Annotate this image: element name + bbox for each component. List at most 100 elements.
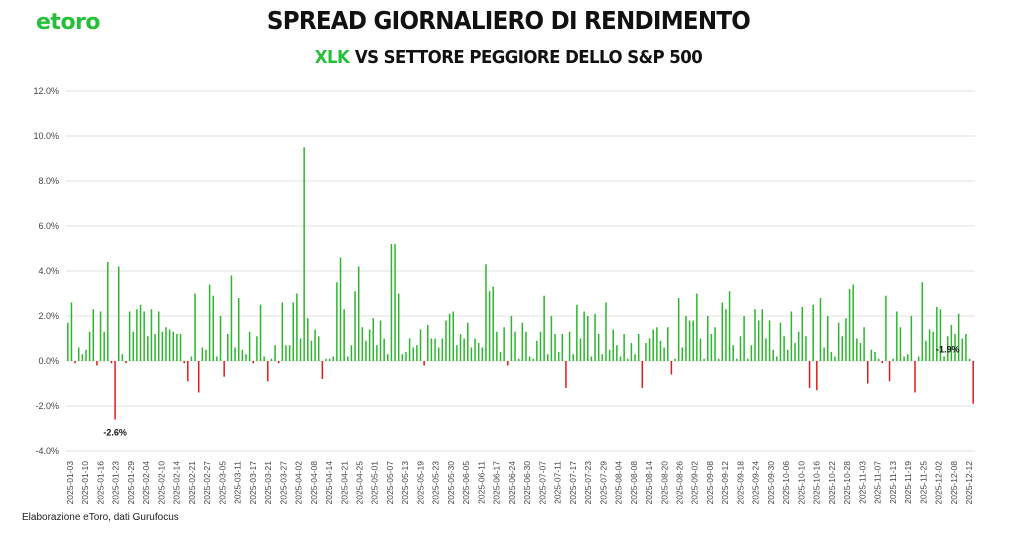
bar: [637, 334, 640, 361]
bar: [441, 338, 444, 361]
bar: [288, 345, 291, 361]
x-tick-label: 2025-11-19: [903, 461, 913, 504]
x-tick-label: 2025-02-21: [187, 461, 197, 505]
x-tick-label: 2025-09-18: [735, 461, 745, 505]
bar: [517, 358, 520, 361]
bar: [132, 331, 135, 361]
bar: [150, 309, 153, 361]
x-tick-label: 2025-02-27: [202, 461, 212, 505]
bar: [779, 322, 782, 361]
x-tick-label: 2025-01-16: [95, 461, 105, 505]
x-tick-label: 2025-08-26: [674, 461, 684, 505]
x-tick-label: 2025-05-30: [446, 461, 456, 505]
bar: [736, 358, 738, 361]
bar: [627, 358, 629, 361]
bar: [205, 349, 207, 361]
bar: [212, 295, 215, 361]
x-tick-label: 2025-02-04: [141, 461, 151, 505]
data-label: -2.6%: [103, 428, 127, 438]
bar: [499, 352, 502, 361]
x-tick-label: 2025-05-01: [370, 461, 380, 505]
bar: [125, 361, 127, 364]
bar: [950, 325, 953, 361]
bar: [368, 329, 371, 361]
bar: [405, 352, 407, 361]
bar: [812, 304, 814, 361]
bar: [88, 331, 91, 361]
bar: [717, 358, 720, 361]
y-tick-label: 6.0%: [38, 221, 59, 231]
x-tick-label: 2025-03-21: [263, 461, 273, 505]
bar: [808, 361, 811, 388]
bar: [830, 352, 833, 361]
bar: [645, 343, 647, 361]
bar: [561, 334, 564, 361]
source-note: Elaborazione eToro, dati Gurufocus: [22, 512, 179, 523]
bar: [314, 329, 316, 361]
bar: [852, 284, 854, 361]
bar: [903, 356, 905, 361]
bar: [776, 356, 778, 361]
bar: [939, 309, 942, 361]
bar: [96, 361, 98, 366]
bar: [888, 361, 891, 382]
bar: [590, 356, 593, 361]
bar: [710, 334, 713, 361]
bar: [241, 349, 244, 361]
bar: [172, 331, 175, 361]
bar: [467, 322, 469, 361]
bar: [317, 336, 320, 361]
bar: [859, 343, 862, 361]
bar: [474, 338, 476, 361]
bar: [139, 304, 142, 361]
bar: [277, 361, 280, 364]
x-tick-label: 2025-05-07: [385, 461, 395, 505]
bar: [572, 354, 574, 361]
x-tick-label: 2025-02-14: [172, 461, 182, 505]
x-tick-label: 2025-04-21: [339, 461, 349, 505]
x-tick-label: 2025-09-30: [766, 461, 776, 505]
x-tick-label: 2025-08-20: [659, 461, 669, 505]
bar: [543, 295, 545, 361]
bar: [786, 349, 789, 361]
y-tick-label: 0.0%: [38, 356, 59, 366]
bar: [761, 309, 764, 361]
x-tick-label: 2025-06-30: [522, 461, 532, 505]
bar: [670, 361, 673, 375]
bar: [259, 304, 262, 361]
bar: [70, 302, 73, 361]
bar: [299, 338, 302, 361]
bar: [470, 347, 473, 361]
bar: [401, 354, 404, 361]
bar: [805, 336, 807, 361]
bar: [183, 361, 185, 364]
bar: [223, 361, 225, 377]
bar: [237, 298, 240, 361]
bar: [612, 329, 614, 361]
bar: [434, 338, 436, 361]
chart-title: SPREAD GIORNALIERO DI RENDIMENTO: [266, 6, 751, 35]
bar: [219, 316, 222, 361]
bar: [245, 354, 247, 361]
x-tick-label: 2025-03-17: [248, 461, 258, 505]
bar: [339, 257, 342, 361]
bar: [168, 329, 171, 361]
x-tick-label: 2025-12-08: [949, 461, 959, 505]
x-tick-label: 2025-03-11: [233, 461, 243, 504]
bar: [652, 329, 654, 361]
subtitle-highlight: XLK: [314, 47, 350, 68]
bar: [681, 347, 684, 361]
bar: [663, 347, 665, 361]
bar: [165, 327, 167, 361]
x-tick-label: 2025-01-03: [65, 461, 75, 505]
bar: [874, 352, 876, 361]
bar: [925, 340, 927, 361]
bar: [477, 343, 480, 361]
bar: [456, 345, 458, 361]
bar: [412, 347, 414, 361]
bar: [707, 316, 709, 361]
bar: [910, 316, 913, 361]
bar: [616, 345, 618, 361]
bar: [630, 343, 633, 361]
bar: [416, 345, 418, 361]
